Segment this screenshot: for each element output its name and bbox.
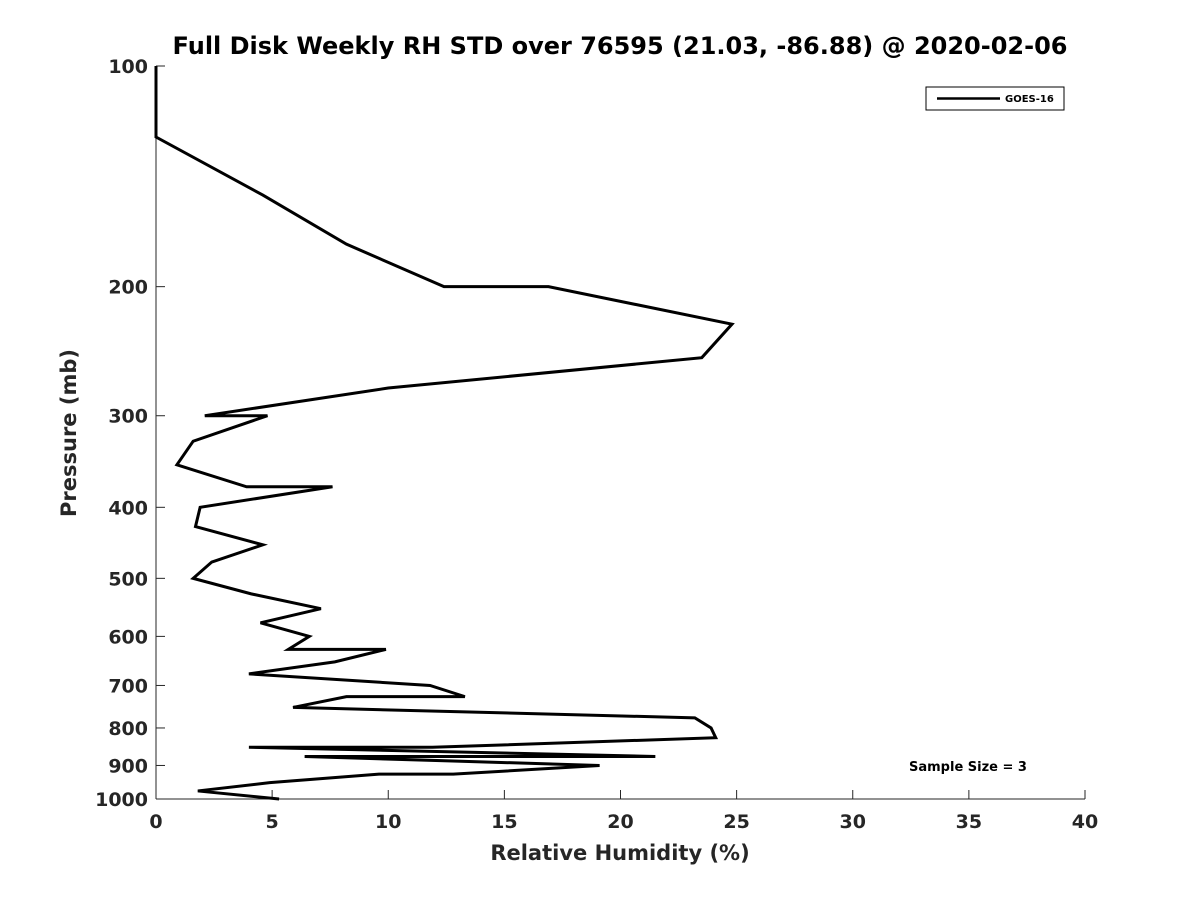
x-tick-label: 20 <box>607 811 633 833</box>
sample-size-annotation: Sample Size = 3 <box>909 760 1027 775</box>
plot-series <box>154 66 735 801</box>
series-line-goes-16 <box>154 66 735 801</box>
legend-label-goes-16: GOES-16 <box>1005 94 1054 105</box>
x-axis-ticks: 0 5 10 15 20 25 30 35 40 <box>149 790 1098 833</box>
y-tick-label: 200 <box>108 277 148 299</box>
y-tick-label: 800 <box>108 718 148 740</box>
y-tick-label: 400 <box>108 497 148 519</box>
y-axis-ticks: 100 200 300 400 500 600 700 800 900 1000 <box>95 56 165 811</box>
y-tick-label: 300 <box>108 406 148 428</box>
x-tick-label: 30 <box>840 811 866 833</box>
y-tick-label: 600 <box>108 626 148 648</box>
y-tick-label: 1000 <box>95 789 148 811</box>
x-axis-label: Relative Humidity (%) <box>490 841 749 865</box>
x-tick-label: 15 <box>491 811 517 833</box>
y-tick-label: 100 <box>108 56 148 78</box>
x-tick-label: 35 <box>956 811 982 833</box>
y-tick-label: 700 <box>108 675 148 697</box>
y-tick-label: 500 <box>108 568 148 590</box>
y-tick-label: 900 <box>108 755 148 777</box>
x-tick-label: 5 <box>266 811 279 833</box>
y-axis-label: Pressure (mb) <box>57 349 81 517</box>
x-tick-label: 0 <box>149 811 162 833</box>
x-tick-label: 40 <box>1072 811 1098 833</box>
x-tick-label: 25 <box>723 811 749 833</box>
axes <box>155 66 1085 800</box>
x-tick-label: 10 <box>375 811 401 833</box>
chart-title: Full Disk Weekly RH STD over 76595 (21.0… <box>173 32 1068 60</box>
legend: GOES-16 <box>925 86 1065 111</box>
